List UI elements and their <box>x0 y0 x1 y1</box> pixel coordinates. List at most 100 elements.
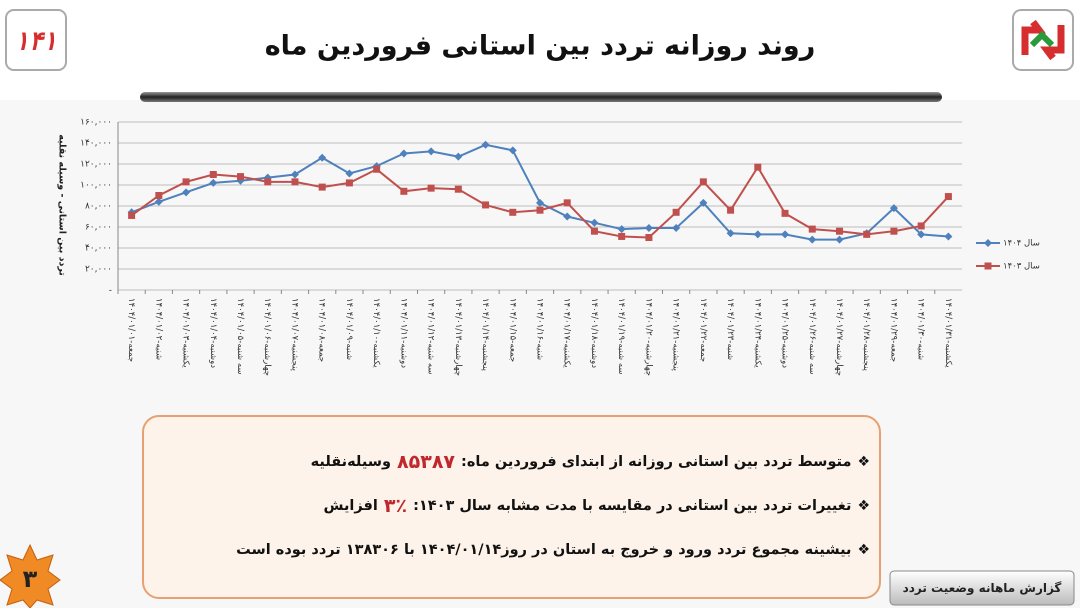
x-tick-label: ۱۴۰۴/۰۱/۰۴-دوشنبه <box>208 298 218 368</box>
summary: ❖ متوسط تردد بین استانی روزانه از ابتدای … <box>150 440 870 572</box>
point <box>590 227 598 235</box>
point <box>699 198 708 207</box>
x-tick-label: ۱۴۰۴/۰۱/۲۰-چهارشنبه <box>643 298 653 376</box>
point <box>835 235 844 244</box>
point <box>318 183 326 191</box>
y-tick-label: ۶۰,۰۰۰ <box>85 223 112 233</box>
x-tick-label: ۱۴۰۴/۰۱/۳۰-شنبه <box>916 298 926 360</box>
y-tick-label: ۲۰,۰۰۰ <box>85 265 112 275</box>
point <box>645 234 653 241</box>
x-tick-label: ۱۴۰۴/۰۱/۲۳-شنبه <box>725 298 735 360</box>
point <box>509 208 517 216</box>
summary-item: ❖ بیشینه مجموع تردد ورود و خروج به استان … <box>150 528 870 572</box>
x-tick-label: ۱۴۰۴/۰۱/۲۷-چهارشنبه <box>834 298 844 376</box>
point <box>427 147 436 156</box>
footer-box <box>889 570 1075 606</box>
summary-text: متوسط تردد بین استانی روزانه از ابتدای ف… <box>461 454 852 470</box>
summary-suffix: افزایش <box>323 498 378 514</box>
point <box>264 178 272 186</box>
series-line <box>131 143 949 241</box>
page-number: ۳ <box>23 565 38 593</box>
x-tick-label: ۱۴۰۴/۰۱/۱۹-سه شنبه <box>616 298 626 375</box>
point <box>672 224 681 233</box>
y-tick-label: ۴۰,۰۰۰ <box>85 244 112 254</box>
legend-marker <box>984 262 992 270</box>
x-tick-label: ۱۴۰۴/۰۱/۰۸-جمعه <box>317 298 327 362</box>
point <box>427 184 435 192</box>
y-tick-label: ۱۶۰,۰۰۰ <box>80 118 112 128</box>
x-tick-label: ۱۴۰۴/۰۱/۲۹-جمعه <box>888 298 898 362</box>
point <box>890 227 898 235</box>
point <box>563 212 572 221</box>
y-axis-title: تردد بین استانی - وسیله نقلیه <box>57 134 68 276</box>
legend-label: سال ۱۴۰۴ <box>1003 239 1040 249</box>
point <box>209 178 218 187</box>
summary-text: تغییرات تردد بین استانی در مقایسه با مدت… <box>413 498 852 514</box>
point <box>944 193 952 201</box>
footer-label: گزارش ماهانه وضعیت تردد <box>902 581 1062 595</box>
point <box>345 179 353 187</box>
logo-text: ۱۴۱ <box>15 27 57 57</box>
point <box>672 208 680 216</box>
point <box>237 173 245 181</box>
bullet: ❖ <box>857 454 870 470</box>
summary-text: بیشینه مجموع تردد ورود و خروج به استان د… <box>236 542 852 558</box>
point <box>154 197 163 206</box>
x-tick-label: ۱۴۰۴/۰۱/۱۲-سه شنبه <box>426 298 436 375</box>
x-tick-label: ۱۴۰۴/۰۱/۱۵-جمعه <box>507 298 517 362</box>
point <box>808 225 816 233</box>
point <box>917 230 926 239</box>
point <box>863 230 871 238</box>
summary-highlight: ۳٪ <box>383 495 408 517</box>
x-tick-label: ۱۴۰۴/۰۱/۱۴-پنجشنبه <box>480 298 490 372</box>
summary-highlight: ۸۵۳۸۷ <box>397 451 456 473</box>
point <box>128 211 136 219</box>
header-bg <box>0 0 1080 100</box>
x-tick-label: ۱۴۰۴/۰۱/۰۷-پنجشنبه <box>289 298 299 372</box>
x-tick-label: ۱۴۰۴/۰۱/۲۶-سه شنبه <box>807 298 817 375</box>
x-tick-label: ۱۴۰۴/۰۱/۲۴-یکشنبه <box>752 298 762 368</box>
x-tick-label: ۱۴۰۴/۰۱/۱۳-چهارشنبه <box>453 298 463 376</box>
bullet: ❖ <box>857 498 870 514</box>
y-tick-label: ۱۲۰,۰۰۰ <box>80 160 112 170</box>
point <box>399 149 408 158</box>
x-tick-label: ۱۴۰۴/۰۱/۲۱-پنجشنبه <box>671 298 681 372</box>
x-tick-label: ۱۴۰۴/۰۱/۱۰-یکشنبه <box>371 298 381 368</box>
x-tick-label: ۱۴۰۴/۰۱/۲۵-دوشنبه <box>780 298 790 368</box>
point <box>508 146 517 155</box>
point <box>400 187 408 195</box>
x-tick-label: ۱۴۰۴/۰۱/۱۱-دوشنبه <box>398 298 408 368</box>
legend-label: سال ۱۴۰۳ <box>1003 262 1040 272</box>
point <box>617 225 626 234</box>
point <box>917 222 925 230</box>
point <box>781 230 790 239</box>
point <box>182 188 191 197</box>
y-tick-label: ۸۰,۰۰۰ <box>85 202 112 212</box>
y-tick-label: - <box>109 286 112 296</box>
point <box>318 153 327 162</box>
x-tick-label: ۱۴۰۴/۰۱/۰۹-شنبه <box>344 298 354 360</box>
point <box>209 171 217 178</box>
page-badge <box>0 543 61 608</box>
point <box>536 206 544 214</box>
point <box>482 201 490 209</box>
point <box>481 140 490 149</box>
x-tick-label: ۱۴۰۴/۰۱/۰۵-سه شنبه <box>235 298 245 375</box>
point <box>699 178 707 186</box>
point <box>182 178 190 186</box>
point <box>155 192 163 199</box>
point <box>835 227 843 235</box>
x-tick-label: ۱۴۰۴/۰۱/۱۶-شنبه <box>535 298 545 360</box>
point <box>291 178 299 186</box>
point <box>644 224 653 233</box>
point <box>454 152 463 161</box>
point <box>618 232 626 240</box>
x-tick-label: ۱۴۰۴/۰۱/۰۶-چهارشنبه <box>262 298 272 376</box>
bullet: ❖ <box>857 542 870 558</box>
logo-left <box>5 9 67 71</box>
x-tick-label: ۱۴۰۴/۰۱/۰۲-شنبه <box>153 298 163 360</box>
y-tick-label: ۱۰۰,۰۰۰ <box>80 181 112 191</box>
logo-arrows <box>1021 19 1065 61</box>
